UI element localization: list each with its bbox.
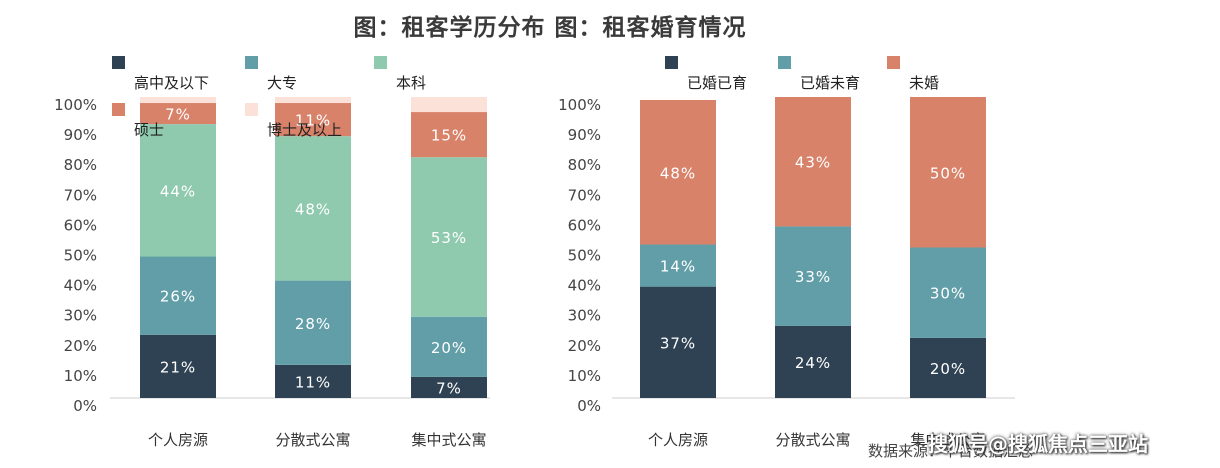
- y-tick-label: 0%: [577, 397, 601, 415]
- bar-segment: [275, 364, 351, 398]
- bar-segment: [910, 97, 986, 248]
- bar-segment: [275, 97, 351, 104]
- data-label: 44%: [160, 182, 196, 200]
- legend-swatch: [887, 56, 900, 69]
- legend-label: 硕士: [134, 121, 164, 139]
- y-tick-label: 20%: [64, 337, 97, 355]
- y-tick-label: 10%: [64, 367, 97, 385]
- data-source-note: 数据来源：平台数据汇总: [868, 442, 1034, 460]
- legend-label: 大专: [267, 74, 297, 92]
- legend-label: 博士及以上: [267, 121, 342, 139]
- legend-swatch: [665, 56, 678, 69]
- legend-label: 未婚: [909, 74, 939, 92]
- y-tick-label: 100%: [558, 96, 601, 114]
- legend-swatch: [245, 56, 258, 69]
- data-label: 20%: [431, 339, 467, 357]
- bar-segment: [411, 157, 487, 317]
- legend-swatch: [112, 103, 125, 116]
- y-tick-label: 80%: [568, 156, 601, 174]
- chart-title: 图：租客学历分布 图：租客婚育情况: [353, 15, 747, 41]
- y-tick-label: 30%: [568, 307, 601, 325]
- legend-label: 已婚未育: [800, 74, 860, 92]
- bar-segment: [140, 334, 216, 398]
- y-tick-label: 30%: [64, 307, 97, 325]
- category-label: 分散式公寓: [275, 431, 350, 449]
- legend-swatch: [374, 56, 387, 69]
- data-label: 15%: [431, 127, 467, 145]
- legend-swatch: [778, 56, 791, 69]
- bar-segment: [140, 124, 216, 257]
- data-label: 37%: [660, 334, 696, 352]
- category-label: 分散式公寓: [775, 431, 850, 449]
- legend-label: 高中及以下: [134, 74, 209, 92]
- data-label: 43%: [795, 154, 831, 172]
- legend-label: 已婚已育: [687, 74, 747, 92]
- y-tick-label: 60%: [568, 216, 601, 234]
- y-tick-label: 80%: [64, 156, 97, 174]
- y-tick-label: 50%: [64, 247, 97, 265]
- legend-swatch: [245, 103, 258, 116]
- bar-segment: [640, 244, 716, 287]
- bar-segment: [411, 376, 487, 398]
- education-chart: 0% 10% 20% 30% 40% 50% 60% 70% 80% 90% 100% 21% 26% 4…: [54, 56, 490, 449]
- data-label: 14%: [660, 258, 696, 276]
- y-tick-label: 90%: [64, 126, 97, 144]
- bar-segment: [910, 247, 986, 338]
- y-tick-label: 20%: [568, 337, 601, 355]
- y-tick-label: 90%: [568, 126, 601, 144]
- watermark: 搜狐号@搜狐焦点三亚站: [928, 432, 1148, 456]
- data-label: 30%: [930, 285, 966, 303]
- data-label: 20%: [930, 360, 966, 378]
- data-label: 53%: [431, 229, 467, 247]
- data-label: 28%: [295, 315, 331, 333]
- bar-segment: [275, 280, 351, 365]
- bar-segment: [411, 112, 487, 158]
- y-tick-label: 70%: [64, 186, 97, 204]
- data-label: 11%: [295, 112, 331, 130]
- y-tick-label: 10%: [568, 367, 601, 385]
- y-tick-label: 40%: [64, 277, 97, 295]
- bar-segment: [140, 103, 216, 125]
- bar-segment: [411, 316, 487, 377]
- bar-segment: [775, 226, 851, 326]
- bar-segment: [140, 97, 216, 104]
- y-tick-label: 50%: [568, 247, 601, 265]
- marital-chart: 0% 10% 20% 30% 40% 50% 60% 70% 80% 90% 100% 37% 14% 4…: [558, 56, 1015, 449]
- bar-segment: [275, 103, 351, 137]
- data-label: 11%: [295, 373, 331, 391]
- data-label: 50%: [930, 164, 966, 182]
- data-label: 48%: [295, 200, 331, 218]
- data-label: 48%: [660, 164, 696, 182]
- data-label: 7%: [165, 106, 191, 124]
- bar-segment: [640, 286, 716, 398]
- data-label: 24%: [795, 354, 831, 372]
- legend-label: 本科: [396, 74, 426, 92]
- y-tick-label: 70%: [568, 186, 601, 204]
- y-tick-label: 40%: [568, 277, 601, 295]
- category-label: 集中式公寓: [910, 431, 985, 449]
- data-label: 33%: [795, 268, 831, 286]
- bar-segment: [640, 100, 716, 245]
- category-label: 个人房源: [148, 431, 208, 449]
- data-label: 7%: [436, 379, 462, 397]
- bar-segment: [910, 337, 986, 398]
- bar-segment: [411, 97, 487, 113]
- y-tick-label: 60%: [64, 216, 97, 234]
- bar-segment: [140, 256, 216, 335]
- bar-segment: [275, 136, 351, 281]
- category-label: 集中式公寓: [411, 431, 486, 449]
- data-label: 21%: [160, 358, 196, 376]
- category-label: 个人房源: [648, 431, 708, 449]
- y-tick-label: 0%: [73, 397, 97, 415]
- bar-segment: [775, 325, 851, 398]
- legend-swatch: [112, 56, 125, 69]
- y-tick-label: 100%: [54, 96, 97, 114]
- data-label: 26%: [160, 288, 196, 306]
- bar-segment: [775, 97, 851, 227]
